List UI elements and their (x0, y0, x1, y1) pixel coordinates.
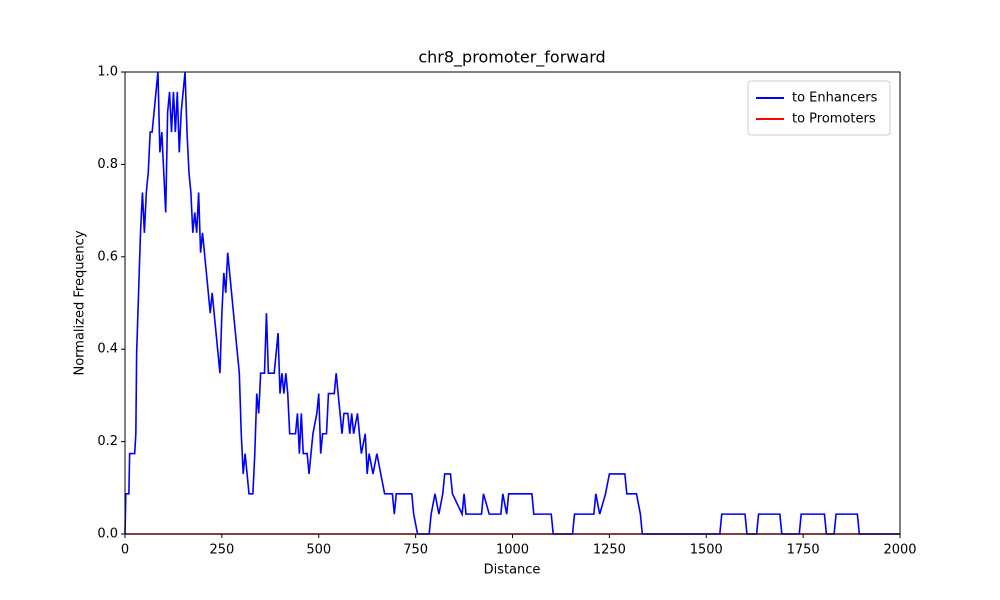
y-tick-label: 0.8 (97, 157, 118, 172)
x-tick-label: 750 (403, 543, 428, 558)
legend-box (747, 80, 891, 136)
plot-frame (124, 71, 901, 535)
x-axis-label: Distance (484, 563, 541, 578)
y-tick-label: 0.6 (97, 249, 118, 264)
x-tick-label: 2000 (883, 543, 916, 558)
x-tick-label: 0 (121, 543, 129, 558)
x-tick-label: 1000 (496, 543, 529, 558)
chart-title: chr8_promoter_forward (418, 48, 605, 68)
x-tick-label: 250 (209, 543, 234, 558)
y-tick-label: 0.0 (97, 527, 118, 542)
legend-label: to Enhancers (792, 91, 878, 106)
x-tick-label: 500 (306, 543, 331, 558)
y-tick-label: 1.0 (97, 65, 118, 80)
legend-label: to Promoters (792, 112, 876, 127)
y-tick-label: 0.2 (97, 434, 118, 449)
x-tick-label: 1750 (787, 543, 820, 558)
x-tick-label: 1500 (690, 543, 723, 558)
y-tick-label: 0.4 (97, 342, 118, 357)
y-axis-label: Normalized Frequency (73, 230, 88, 375)
x-tick-label: 1250 (593, 543, 626, 558)
